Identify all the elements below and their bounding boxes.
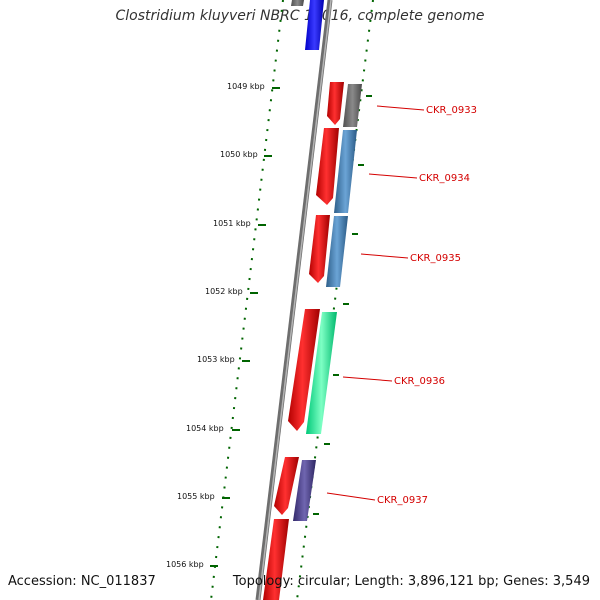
cds-arrow [263,519,289,600]
tick-label: 1051 kbp [213,219,251,228]
tick-label: 1050 kbp [220,150,258,159]
gene-leader-line [326,492,376,501]
tick-label: 1054 kbp [186,424,224,433]
accession-text: Accession: NC_011837 [8,574,156,589]
cds-arrow [288,309,320,431]
gene-leader-line [376,105,425,111]
gene-label[interactable]: CKR_0933 [426,105,477,116]
tick-label: 1052 kbp [205,287,243,296]
gene-leader-line [342,376,393,382]
genome-backbone-highlight [258,0,332,600]
top-gray-feature [291,0,304,6]
gene-bar-ckr-0935 [326,216,348,287]
inner-dotted-ring [210,0,284,600]
gene-bar-ckr-0937 [293,460,316,521]
gene-bar-ckr-0936 [306,312,337,434]
tick-label: 1053 kbp [197,355,235,364]
gene-label[interactable]: CKR_0936 [394,376,445,387]
gene-bar-ckr-0934 [334,130,357,213]
gene-leader-line [360,253,409,259]
cds-arrow [274,457,299,515]
cds-arrow [309,215,330,283]
gene-leader-line [368,173,418,179]
map-title: Clostridium kluyveri NBRC 12016, complet… [115,8,485,24]
outer-dotted-ring [296,0,374,600]
tick-label: 1055 kbp [177,492,215,501]
genome-backbone [255,0,333,600]
cds-arrow [316,128,339,205]
cds-arrow [327,82,344,125]
top-blue-feature [305,0,324,50]
genome-summary-text: Topology: circular; Length: 3,896,121 bp… [232,574,590,589]
gene-label[interactable]: CKR_0935 [410,253,461,264]
gene-label[interactable]: CKR_0934 [419,173,470,184]
gene-label[interactable]: CKR_0937 [377,495,428,506]
tick-label: 1056 kbp [166,560,204,569]
tick-label: 1049 kbp [227,82,265,91]
gene-bar-ckr-0933 [343,84,362,127]
tick-marks [210,87,372,567]
